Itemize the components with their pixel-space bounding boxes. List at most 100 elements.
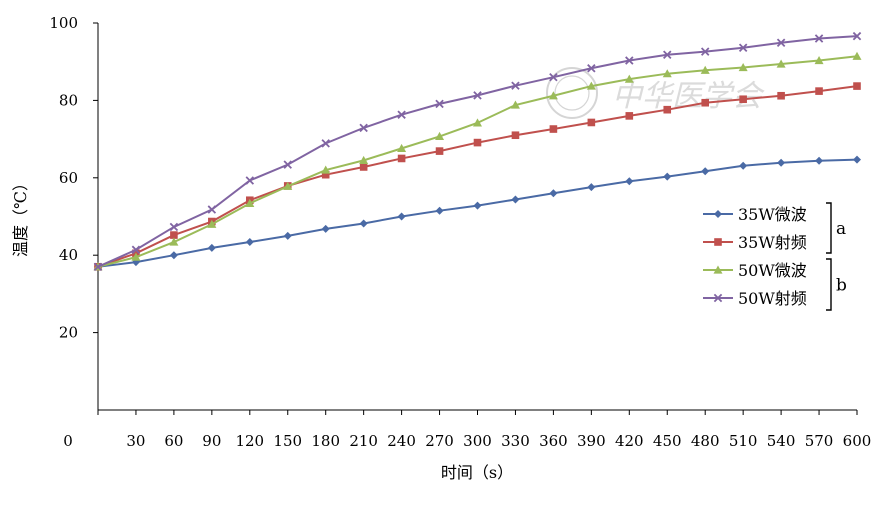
data-point [777,91,785,100]
series-4 [93,31,862,272]
data-point [853,82,861,90]
x-tick-label: 360 [539,432,568,450]
x-tick-label: 330 [501,432,530,450]
data-point [170,231,178,239]
legend-label: 50W射频 [738,289,807,308]
x-tick-label: 300 [463,432,492,450]
data-point [776,38,786,47]
data-point [739,161,748,170]
data-point [852,31,862,41]
x-tick-label: 270 [425,432,454,450]
data-point [473,138,482,147]
legend-label: 50W微波 [738,261,807,280]
data-point [321,165,331,174]
data-point [359,219,368,228]
data-point [776,59,786,68]
data-point [663,105,672,114]
data-point [814,56,824,65]
watermark-seal-icon [546,67,598,119]
data-point [245,176,255,185]
data-point [738,43,748,53]
data-point [586,81,596,90]
data-point [169,237,179,246]
data-point [587,183,596,192]
legend-item: 50W微波 [703,261,807,280]
data-point [700,65,710,74]
data-point [511,131,520,140]
data-point [815,87,823,95]
watermark-seal-inner-icon [554,75,590,111]
data-point [625,112,634,120]
series-layer [93,31,862,272]
bracket-line [826,202,832,254]
legend-label: 35W射频 [738,233,807,252]
data-point [207,243,216,252]
legend-group-bracket: b [826,258,847,311]
data-point [245,238,254,247]
data-point [397,143,407,152]
y-tick-label: 40 [59,246,78,264]
data-point [359,163,368,171]
x-tick-label: 30 [126,432,145,450]
y-axis-ticks: 20 40 60 80 100 [49,14,98,342]
x-tick-label: 450 [653,432,682,450]
legend-marker [713,265,723,274]
legend-group-bracket: a [826,202,846,254]
data-point [169,251,178,260]
x-axis-label: 时间（s） [441,463,513,482]
x-tick-label: 150 [273,432,302,450]
legend-marker [713,293,723,303]
data-point [169,222,179,232]
data-point [283,160,292,169]
data-point [624,74,634,83]
data-point [359,155,369,164]
data-point [511,81,520,90]
data-point [625,177,634,186]
data-point [245,198,255,207]
x-tick-label: 600 [843,432,872,450]
data-point [207,219,217,228]
series-3 [93,51,862,271]
x-tick-label: 0 [63,432,73,450]
data-point [359,123,368,133]
y-tick-label: 60 [59,169,78,187]
data-point [397,154,406,163]
data-point [397,110,406,119]
data-point [510,100,520,109]
data-point [548,91,558,100]
data-point [549,72,558,82]
data-point [473,118,482,127]
legend-marker [714,238,722,246]
x-tick-label: 60 [164,432,183,450]
y-axis-label: 温度（℃） [11,175,30,257]
data-point [815,156,824,165]
data-point [852,51,862,60]
x-tick-label: 120 [235,432,264,450]
data-point [511,195,520,204]
data-point [435,131,445,140]
data-point [700,47,710,56]
y-tick-label: 100 [49,14,78,32]
legend-group-label: b [836,276,847,296]
y-tick-label: 20 [59,324,78,342]
data-point [777,158,786,167]
bracket-line [826,258,832,311]
x-tick-label: 90 [202,432,221,450]
data-point [283,231,292,240]
series-1 [94,155,861,271]
data-point [93,262,103,272]
data-point [663,50,672,59]
x-tick-label: 480 [691,432,720,450]
data-point [701,167,710,176]
x-tick-label: 540 [767,432,796,450]
x-tick-label: 570 [805,432,834,450]
data-point [321,170,330,179]
data-point [739,95,747,104]
x-tick-label: 240 [387,432,416,450]
legend-group-label: a [836,219,846,239]
legend-item: 35W射频 [703,233,807,252]
data-point [625,56,634,65]
data-point [131,245,141,255]
data-point [587,64,596,73]
